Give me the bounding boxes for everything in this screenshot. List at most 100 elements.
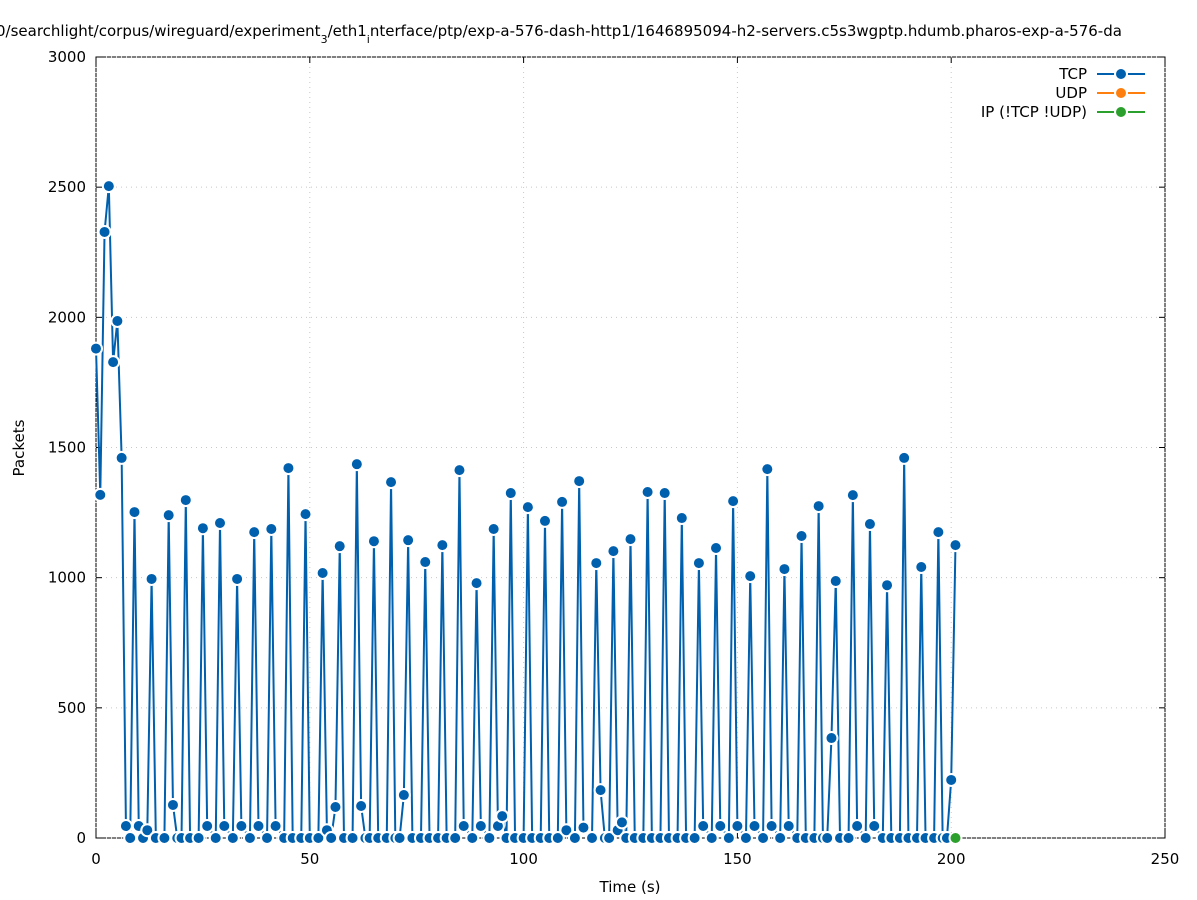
data-point: [354, 798, 369, 813]
data-point: [178, 493, 193, 508]
data-point: [743, 569, 758, 584]
data-point: [264, 521, 279, 536]
data-point: [217, 819, 232, 834]
data-point: [482, 831, 497, 845]
data-point: [456, 819, 471, 834]
data-point: [606, 544, 621, 559]
data-point: [811, 499, 826, 514]
x-tick-label: 250: [1151, 850, 1180, 868]
data-point: [324, 831, 339, 845]
data-point: [614, 815, 629, 830]
title-part: 3: [321, 33, 328, 46]
title-part: i: [367, 33, 370, 46]
data-point: [555, 494, 570, 509]
data-point: [345, 831, 360, 845]
data-point: [495, 809, 510, 824]
data-point: [418, 555, 433, 570]
data-point: [195, 521, 210, 536]
legend-label: TCP: [1058, 65, 1087, 83]
data-point: [781, 819, 796, 834]
y-axis-label: Packets: [10, 419, 28, 476]
data-point: [640, 485, 655, 500]
data-point: [114, 450, 129, 465]
data-point: [89, 341, 103, 356]
data-point: [230, 571, 245, 586]
data-point: [110, 313, 125, 328]
data-point: [777, 562, 792, 577]
data-point: [914, 559, 929, 574]
x-axis-label: Time (s): [599, 878, 661, 896]
data-point: [738, 831, 753, 845]
y-tick-label: 0: [76, 829, 86, 847]
data-point: [349, 457, 364, 472]
data-point: [824, 731, 839, 746]
legend-label: UDP: [1055, 84, 1087, 102]
legend-marker: [1114, 105, 1128, 119]
data-point: [948, 831, 963, 845]
data-point: [747, 819, 762, 834]
data-point: [841, 831, 856, 845]
y-tick-label: 1500: [48, 439, 86, 457]
data-point: [858, 831, 873, 845]
data-point: [281, 461, 296, 476]
data-point: [401, 533, 416, 548]
data-point: [726, 494, 741, 509]
data-point: [589, 556, 604, 571]
data-point: [366, 534, 381, 549]
data-point: [576, 820, 591, 835]
title-part: /eth1: [328, 22, 367, 40]
data-point: [486, 521, 501, 536]
data-point: [880, 578, 895, 593]
data-point: [144, 571, 159, 586]
legend-marker: [1114, 67, 1128, 81]
data-point: [713, 819, 728, 834]
legend-label: IP (!TCP !UDP): [981, 103, 1087, 121]
data-point: [473, 819, 488, 834]
data-point: [550, 831, 565, 845]
data-point: [396, 788, 411, 803]
data-point: [118, 819, 133, 834]
data-point: [862, 517, 877, 532]
data-point: [208, 831, 223, 845]
data-point: [140, 823, 155, 838]
data-point: [123, 831, 138, 845]
chart-title: 0/searchlight/corpus/wireguard/experimen…: [0, 22, 1122, 46]
y-tick-label: 1000: [48, 569, 86, 587]
y-tick-label: 2000: [48, 308, 86, 326]
data-point: [572, 474, 587, 489]
data-point: [828, 574, 843, 589]
data-point: [242, 831, 257, 845]
x-tick-label: 100: [509, 850, 538, 868]
data-point: [225, 831, 240, 845]
data-point: [435, 538, 450, 553]
data-point: [674, 511, 689, 526]
data-point: [165, 797, 180, 812]
data-point: [867, 819, 882, 834]
data-point: [845, 488, 860, 503]
data-point: [392, 831, 407, 845]
data-point: [93, 487, 108, 502]
title-part: nterface/ptp/exp-a-576-dash-http1/164689…: [370, 22, 1122, 40]
data-point: [503, 486, 518, 501]
data-point: [730, 819, 745, 834]
data-point: [944, 772, 959, 787]
data-point: [687, 831, 702, 845]
data-point: [315, 565, 330, 580]
x-tick-label: 150: [723, 850, 752, 868]
data-point: [691, 556, 706, 571]
data-point: [97, 224, 112, 239]
data-point: [384, 475, 399, 490]
data-point: [593, 783, 608, 798]
data-point: [721, 831, 736, 845]
data-point: [567, 831, 582, 845]
data-point: [820, 831, 835, 845]
data-point: [756, 831, 771, 845]
data-point: [520, 500, 535, 515]
data-point: [247, 525, 262, 540]
title-part: 0/searchlight/corpus/wireguard/experimen…: [0, 22, 321, 40]
data-point: [127, 505, 142, 520]
data-point: [657, 486, 672, 501]
y-tick-label: 500: [57, 699, 86, 717]
data-point: [764, 819, 779, 834]
